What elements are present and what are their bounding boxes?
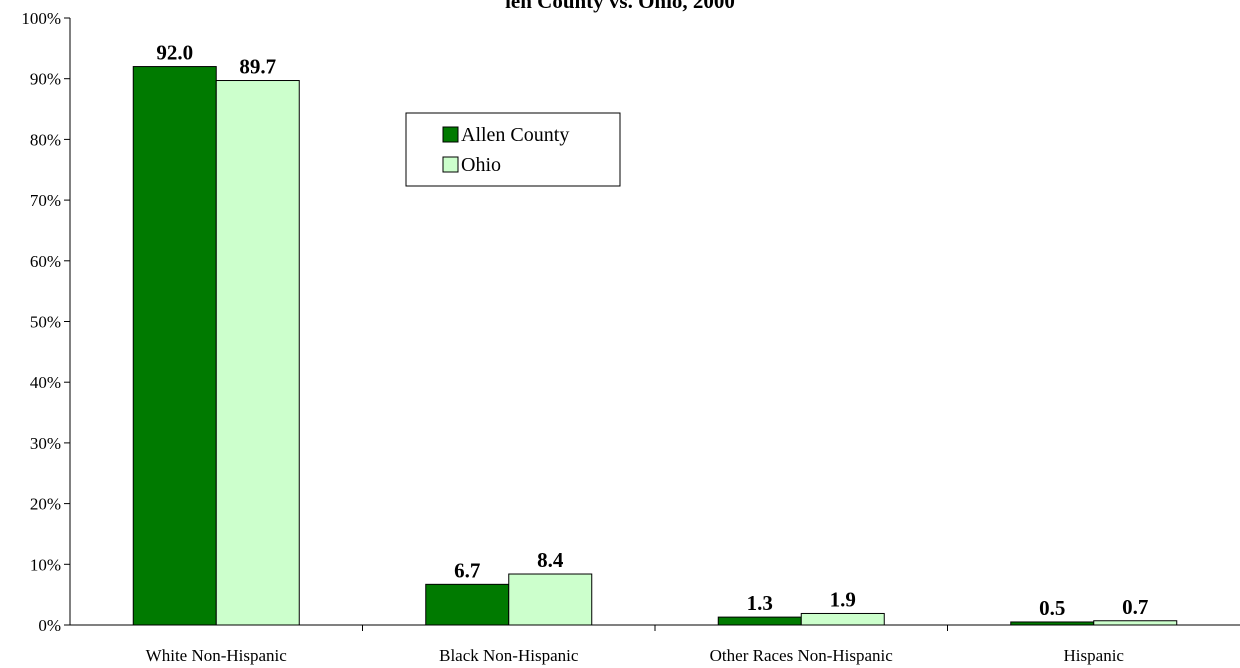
bar-allen-county: [1010, 621, 1095, 626]
bars: [132, 66, 1178, 626]
bar-value-label: 0.5: [1039, 596, 1065, 620]
y-tick-label: 90%: [30, 70, 61, 89]
y-tick-label: 80%: [30, 130, 61, 149]
bar-ohio: [800, 612, 885, 626]
legend: Allen County Ohio: [405, 112, 621, 187]
chart-title: len County vs. Ohio, 2000: [505, 0, 735, 13]
legend-label: Allen County: [461, 124, 569, 146]
x-category-label: Hispanic: [1064, 646, 1125, 665]
legend-swatch: [442, 126, 459, 143]
bar-value-label: 0.7: [1122, 595, 1148, 619]
bar-ohio: [508, 573, 593, 626]
x-category-label: Black Non-Hispanic: [439, 646, 579, 665]
bar-value-label: 92.0: [156, 41, 193, 65]
y-tick-label: 60%: [30, 252, 61, 271]
legend-swatch: [442, 156, 459, 173]
x-category-label: White Non-Hispanic: [146, 646, 288, 665]
y-tick-label: 10%: [30, 555, 61, 574]
bar-value-label: 1.9: [830, 587, 856, 611]
y-tick-label: 70%: [30, 191, 61, 210]
y-tick-label: 40%: [30, 373, 61, 392]
y-tick-label: 20%: [30, 495, 61, 514]
bar-allen-county: [717, 616, 802, 626]
legend-label: Ohio: [461, 154, 501, 176]
x-axis: White Non-Hispanic Black Non-Hispanic Othe…: [70, 624, 1240, 665]
y-tick-label: 50%: [30, 313, 61, 332]
y-axis: 0% 10% 20% 30% 40% 50% 60% 70% 80% 90% 100%: [21, 9, 71, 635]
legend-box: [405, 112, 621, 187]
y-tick-label: 30%: [30, 434, 61, 453]
data-labels: 92.0 89.7 6.7 8.4 1.3 1.9 0.5 0.7: [156, 41, 1148, 620]
bar-value-label: 89.7: [239, 55, 276, 79]
bar-allen-county: [132, 66, 217, 626]
x-category-label: Other Races Non-Hispanic: [710, 646, 894, 665]
bar-allen-county: [425, 583, 510, 626]
bar-ohio: [215, 80, 300, 626]
bar-ohio: [1093, 620, 1178, 626]
bar-value-label: 8.4: [537, 548, 564, 572]
bar-value-label: 1.3: [747, 591, 773, 615]
y-tick-label: 0%: [38, 616, 61, 635]
bar-value-label: 6.7: [454, 558, 480, 582]
y-tick-label: 100%: [21, 9, 61, 28]
